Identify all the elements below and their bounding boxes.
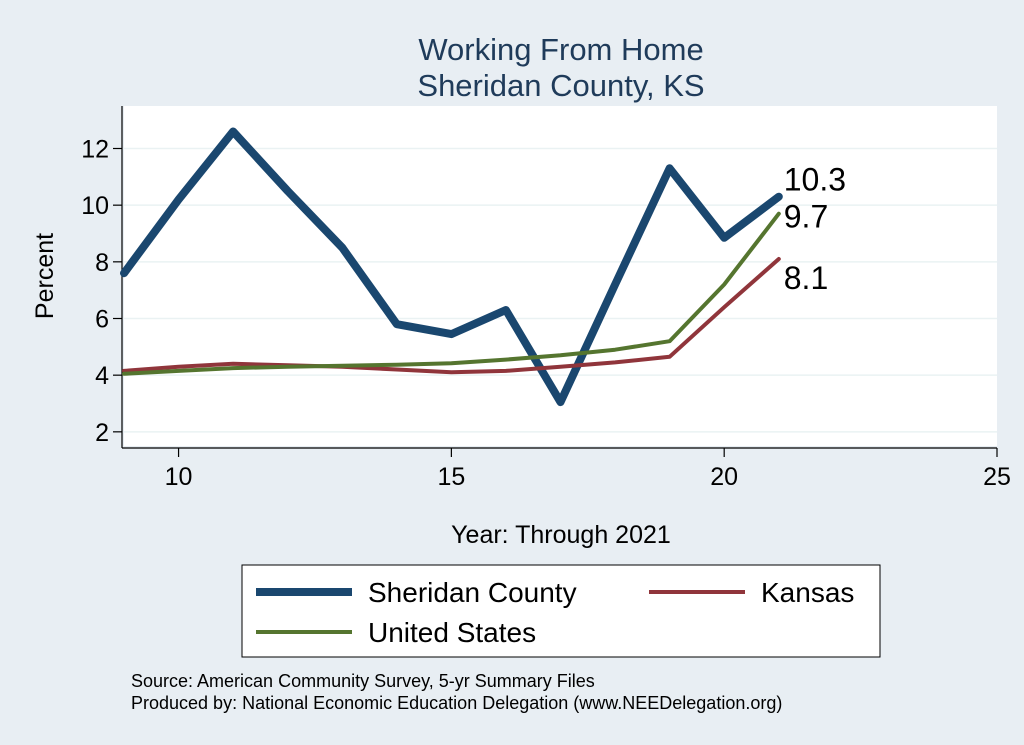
plot-area	[124, 106, 997, 446]
legend-box	[241, 564, 881, 658]
chart-title-line-2: Sheridan County, KS	[417, 68, 704, 103]
end-label-kansas: 8.1	[784, 260, 828, 296]
x-tick-label: 15	[437, 463, 465, 491]
chart-title-line-1: Working From Home	[418, 32, 703, 67]
y-tick-label: 10	[81, 192, 109, 220]
end-label-united-states: 9.7	[784, 199, 828, 235]
legend-label: Kansas	[761, 577, 854, 608]
y-tick-label: 6	[95, 306, 109, 334]
y-tick-label: 4	[95, 362, 109, 390]
produced-by-note: Produced by: National Economic Education…	[131, 693, 782, 713]
axes: 2 4 6 8 10 12 10 15 20 25	[81, 106, 1011, 491]
y-axis-label: Percent	[31, 233, 59, 319]
legend: Sheridan County Kansas United States	[256, 577, 854, 648]
y-tick-label: 2	[95, 419, 109, 447]
x-axis-label: Year: Through 2021	[451, 521, 671, 549]
x-tick-label: 25	[983, 463, 1011, 491]
end-label-sheridan-county: 10.3	[784, 162, 846, 198]
end-labels: 10.3 8.1 9.7	[784, 162, 846, 296]
y-tick-label: 12	[81, 136, 109, 164]
x-tick-label: 20	[710, 463, 738, 491]
source-note: Source: American Community Survey, 5-yr …	[131, 671, 595, 691]
series-layer	[120, 127, 783, 407]
series-line-united-states	[122, 211, 781, 376]
legend-label: Sheridan County	[368, 577, 577, 608]
gridlines	[124, 147, 997, 433]
legend-label: United States	[368, 617, 536, 648]
x-tick-label: 10	[165, 463, 193, 491]
y-tick-label: 8	[95, 249, 109, 277]
series-line-kansas	[122, 257, 781, 375]
series-line-sheridan-county	[120, 127, 783, 407]
